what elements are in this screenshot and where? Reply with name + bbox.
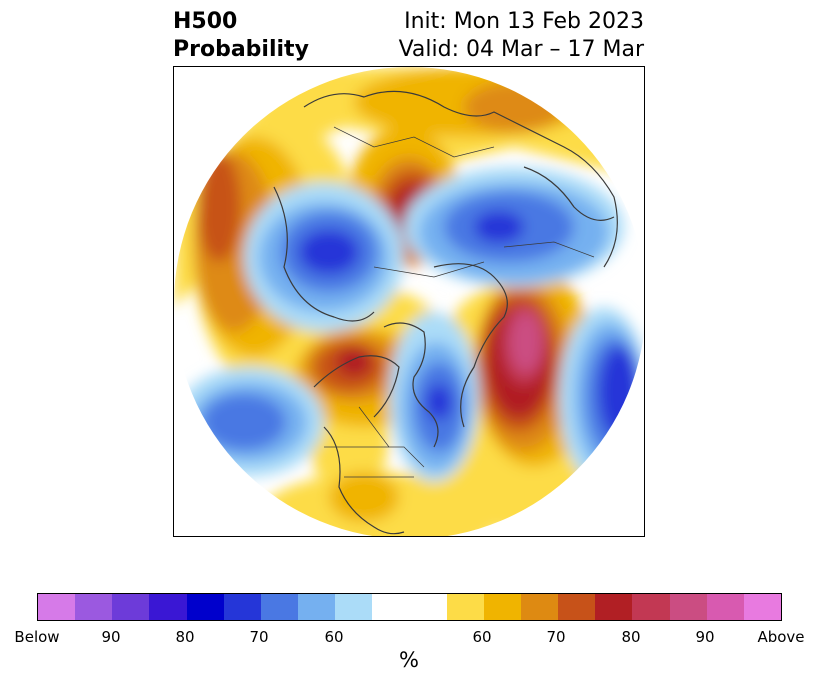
colorbar-tick-label: 70 [546,628,566,646]
colorbar-segment [521,594,559,620]
colorbar-tick-label: 90 [695,628,715,646]
date-info: Init: Mon 13 Feb 2023 Valid: 04 Mar – 17… [399,8,644,64]
colorbar-tick-label: 70 [249,628,269,646]
colorbar-unit-label: % [399,648,419,672]
coastlines [273,90,618,535]
colorbar-segment [186,594,224,620]
colorbar-segment [112,594,150,620]
colorbar-segment [298,594,336,620]
colorbar-tick-label: 60 [324,628,344,646]
globe-disc [174,67,644,536]
colorbar-segment [632,594,670,620]
valid-range: Valid: 04 Mar – 17 Mar [398,37,644,62]
borders [324,126,595,478]
colorbar-tick-label: 80 [621,628,641,646]
probability-map [174,67,644,536]
colorbar-segment [743,594,782,620]
colorbar-tick-label: Above [757,628,805,646]
colorbar-segment [372,594,447,620]
colorbar-segment [446,594,484,620]
colorbar-segment [223,594,261,620]
colorbar-tick-label: 80 [175,628,195,646]
init-date: Init: Mon 13 Feb 2023 [404,9,644,34]
colorbar [37,593,782,621]
colorbar-segment [149,594,187,620]
colorbar-segment [75,594,113,620]
colorbar-tick-label: Below [14,628,60,646]
chart-title: H500 Probability [173,8,309,64]
title-line2: Probability [173,37,309,62]
colorbar-segment [706,594,744,620]
colorbar-segment [558,594,596,620]
colorbar-tick-label: 60 [472,628,492,646]
map-panel [173,66,645,537]
colorbar-segment [335,594,373,620]
colorbar-segment [260,594,299,620]
title-line1: H500 [173,9,238,34]
colorbar-tick-label: 90 [101,628,121,646]
colorbar-segment [38,594,76,620]
colorbar-segment [595,594,633,620]
colorbar-segment [483,594,522,620]
colorbar-segment [669,594,707,620]
